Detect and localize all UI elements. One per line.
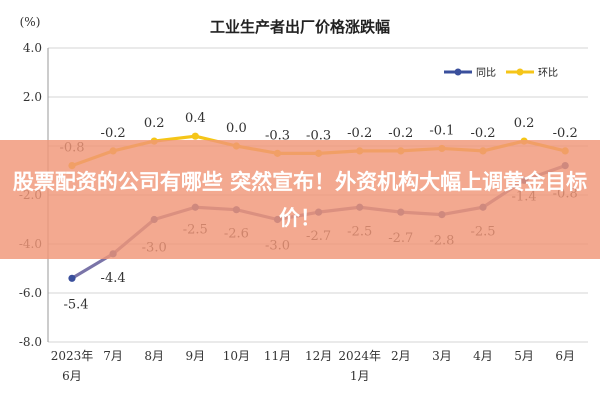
data-label-mom: -0.2 (347, 126, 372, 141)
x-tick-label: 3月 (432, 349, 452, 363)
data-label-yoy: -4.4 (101, 271, 126, 286)
x-tick-label: 8月 (144, 349, 164, 363)
legend-label-yoy: 同比 (476, 67, 496, 79)
data-label-mom: 0.2 (144, 116, 165, 131)
y-tick-label: 4.0 (23, 41, 42, 55)
data-label-mom: 0.4 (185, 111, 206, 126)
chart-title: 工业生产者出厂价格涨跌幅 (210, 18, 390, 36)
data-label-mom: -0.3 (306, 128, 331, 143)
overlay-banner[interactable]: 股票配资的公司有哪些 突然宣布！外资机构大幅上调黄金目标价！ (0, 140, 600, 259)
data-point-yoy (68, 274, 76, 282)
x-tick-label: 2024年 (338, 349, 381, 363)
x-tick-label: 2月 (391, 349, 411, 363)
y-tick-label: 2.0 (23, 90, 42, 104)
x-tick-label: 11月 (264, 349, 291, 363)
unit-label: (%) (20, 15, 41, 29)
x-axis: 2023年 6月 7月 8月 9月 10月 11月 12月 2024年 1月 2月 3月 4月 5月 6月 (51, 349, 575, 383)
data-label-mom: -0.1 (429, 123, 454, 138)
x-tick-label: 2023年 (51, 349, 94, 363)
x-tick-label: 12月 (305, 349, 332, 363)
data-label-yoy: -5.4 (63, 297, 88, 312)
data-label-mom: -0.2 (388, 126, 413, 141)
x-tick-label: 5月 (514, 349, 534, 363)
x-tick-label: 6月 (555, 349, 575, 363)
data-label-mom: 0.0 (226, 121, 247, 136)
legend-marker-yoy (454, 68, 462, 76)
x-tick-label: 1月 (350, 369, 370, 383)
x-tick-label: 6月 (62, 369, 82, 383)
data-label-mom: -0.3 (265, 128, 290, 143)
x-tick-label: 10月 (223, 349, 250, 363)
legend: 同比 环比 (444, 67, 558, 79)
x-tick-label: 7月 (103, 349, 123, 363)
banner-headline[interactable]: 股票配资的公司有哪些 突然宣布！外资机构大幅上调黄金目标价！ (12, 169, 588, 230)
data-point-mom (191, 132, 199, 140)
data-label-mom: 0.2 (514, 116, 535, 131)
y-tick-label: -6.0 (19, 286, 42, 300)
legend-label-mom: 环比 (538, 67, 558, 79)
x-tick-label: 9月 (185, 349, 205, 363)
data-label-mom: -0.2 (553, 126, 578, 141)
data-label-mom: -0.2 (101, 126, 126, 141)
x-tick-label: 4月 (473, 349, 493, 363)
data-label-mom: -0.2 (470, 126, 495, 141)
y-tick-label: -8.0 (19, 335, 42, 349)
legend-marker-mom (516, 68, 524, 76)
